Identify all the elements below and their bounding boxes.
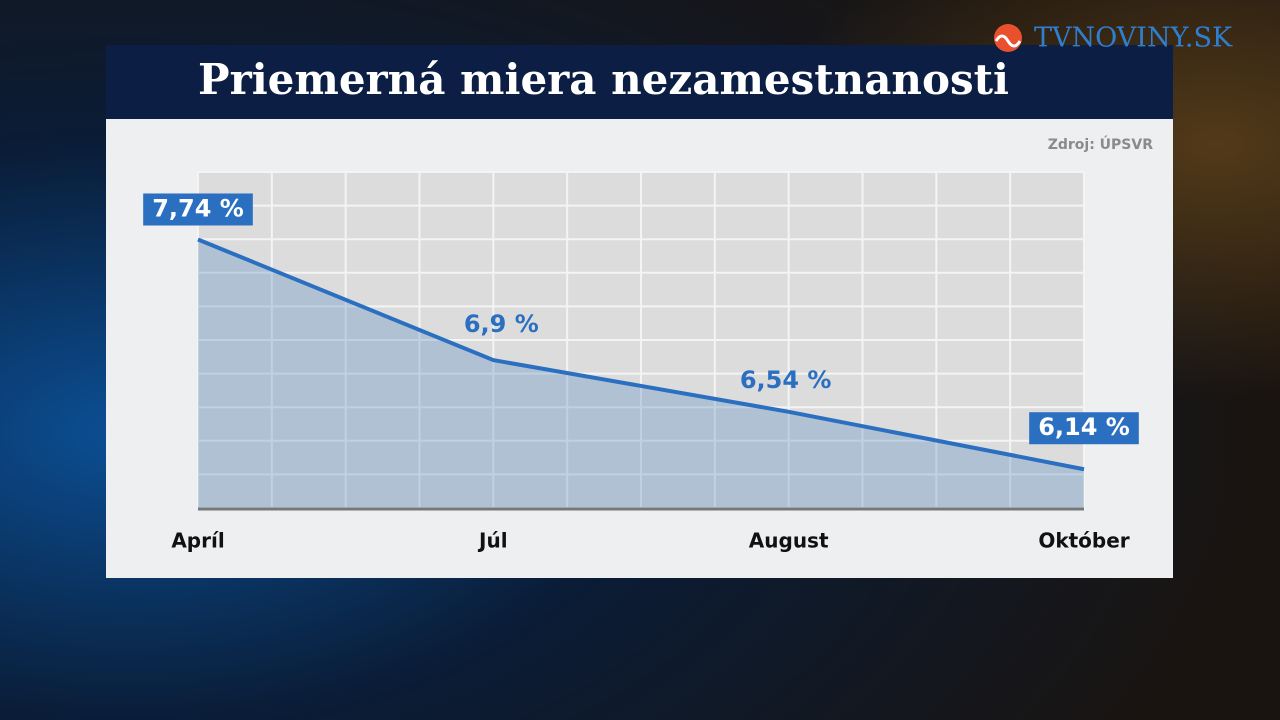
x-tick-label: Apríl: [171, 529, 224, 553]
x-tick-label: Október: [1038, 529, 1129, 553]
line: [197, 237, 1085, 472]
value-label: 7,74 %: [152, 194, 244, 222]
value-label: 6,54 %: [740, 366, 832, 394]
value-label-box: [1029, 412, 1139, 445]
logo-wave: [994, 34, 1022, 48]
area-fill: [198, 239, 1084, 508]
x-tick-label: Júl: [477, 529, 508, 553]
title-banner: [106, 45, 1173, 119]
value-label-box: [143, 193, 253, 226]
brand-logo: TVNOVINY.SK: [1034, 23, 1233, 54]
source-note: Zdroj: ÚPSVR: [1048, 135, 1154, 153]
x-tick-label: August: [749, 529, 829, 553]
chart-title: Priemerná miera nezamestnanosti: [198, 55, 1009, 104]
value-label: 6,14 %: [1038, 413, 1130, 441]
value-label: 6,9 %: [464, 310, 539, 338]
